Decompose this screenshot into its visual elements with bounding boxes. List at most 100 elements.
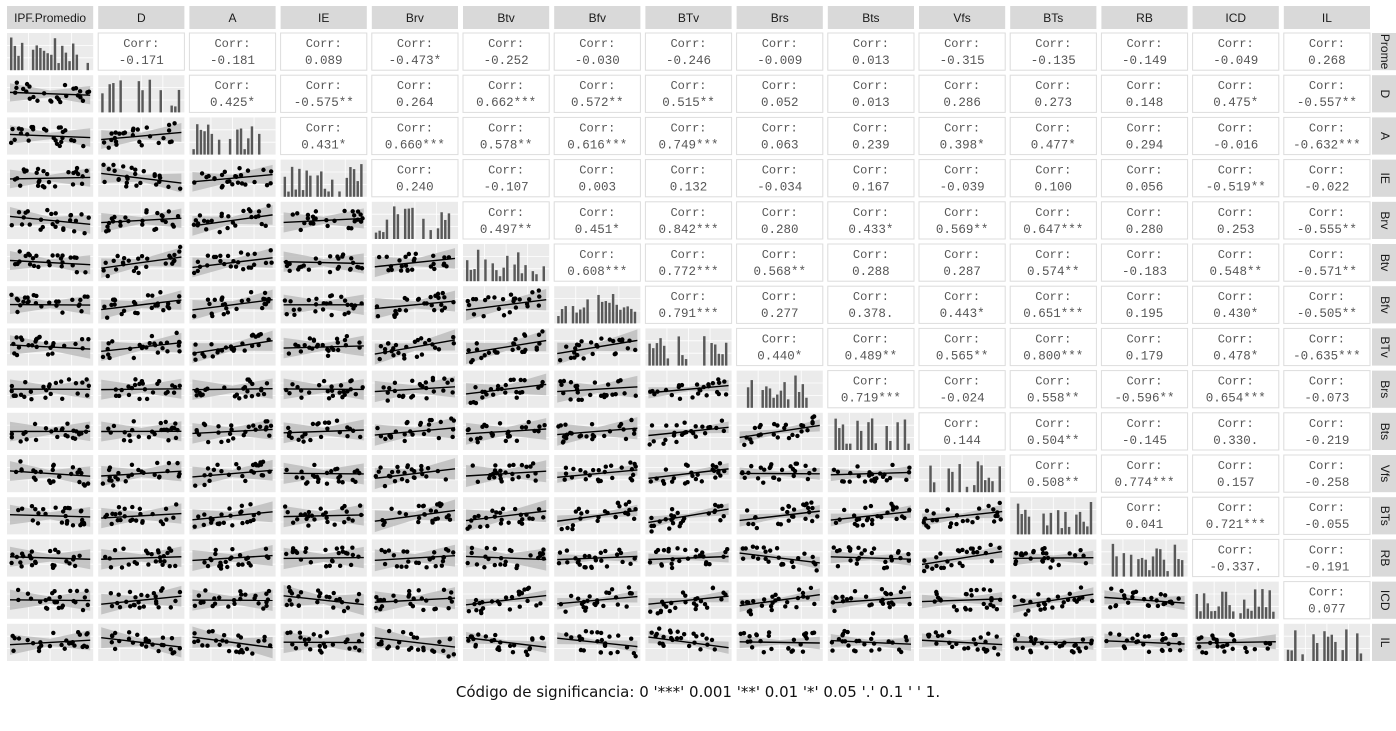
scatter-point	[58, 99, 63, 105]
scatter-point	[100, 354, 106, 360]
scatter-point	[528, 464, 533, 469]
histogram-bar	[440, 212, 443, 239]
histogram-bar	[1294, 630, 1297, 661]
scatter-point	[122, 430, 127, 435]
scatter-point	[492, 295, 497, 300]
scatter-point	[573, 509, 579, 514]
histogram-bar	[1253, 589, 1257, 619]
scatter-point	[484, 545, 489, 551]
scatter-point	[934, 563, 939, 569]
scatter-point	[282, 504, 288, 509]
scatter-point	[244, 646, 250, 652]
scatter-point	[165, 304, 170, 309]
scatter-point	[234, 649, 239, 654]
column-strip-Bts: Bts	[827, 6, 914, 29]
row-strip-label: Bfv	[1378, 296, 1392, 313]
scatter-point	[156, 475, 162, 480]
fit-line	[374, 637, 456, 648]
scatter-point	[305, 480, 310, 485]
scatter-point	[348, 562, 354, 568]
scatter-point	[522, 378, 527, 383]
scatter-point	[406, 251, 412, 257]
scatter-point	[293, 645, 299, 651]
corr-label: Corr:	[1309, 543, 1345, 557]
corr-value: -0.039	[940, 181, 985, 195]
scatter-point	[382, 346, 388, 352]
fit-line	[465, 299, 547, 311]
column-strip-label: ICD	[1225, 11, 1246, 25]
scatter-point	[143, 644, 149, 649]
scatter-point	[496, 306, 502, 312]
scatter-point	[525, 586, 530, 592]
histogram-bar	[652, 348, 655, 366]
scatter-point	[194, 427, 199, 433]
scatter-point	[133, 171, 138, 177]
scatter-point	[539, 551, 545, 556]
scatter-point	[302, 343, 307, 348]
scatter-point	[503, 595, 509, 600]
scatter-point	[615, 602, 621, 607]
scatter-point	[490, 392, 496, 397]
scatter-point	[335, 340, 341, 345]
row-strip-label: Vfs	[1378, 465, 1392, 482]
scatter-point	[430, 342, 435, 347]
scatter-point	[495, 646, 500, 652]
scatter-panel	[189, 244, 276, 282]
scatter-point	[848, 470, 853, 476]
scatter-point	[792, 468, 798, 474]
scatter-point	[169, 139, 174, 144]
scatter-point	[587, 553, 592, 559]
scatter-point	[624, 604, 629, 609]
histogram-bar	[659, 338, 662, 366]
scatter-point	[510, 477, 515, 482]
corr-panel: Corr:-0.246	[644, 32, 733, 71]
scatter-point	[423, 385, 429, 391]
scatter-point	[775, 435, 780, 440]
corr-value: 0.475*	[1213, 96, 1258, 110]
scatter-point	[527, 645, 533, 651]
scatter-point	[31, 94, 36, 100]
scatter-point	[598, 630, 604, 636]
histogram-bar	[951, 471, 954, 493]
scatter-point	[173, 435, 179, 441]
scatter-point	[847, 479, 852, 484]
scatter-point	[498, 521, 504, 526]
scatter-point	[973, 641, 978, 647]
scatter-point	[490, 471, 496, 477]
histogram-bar	[338, 191, 341, 197]
scatter-point	[388, 435, 394, 440]
scatter-point	[516, 592, 522, 597]
scatter-point	[750, 544, 756, 549]
histogram-bar	[258, 133, 261, 155]
scatter-point	[344, 333, 350, 339]
scatter-point	[1141, 596, 1147, 602]
corr-panel: Corr:0.440*	[736, 327, 824, 367]
scatter-point	[574, 387, 580, 392]
scatter-point	[10, 552, 15, 557]
corr-label: Corr:	[123, 37, 159, 51]
scatter-point	[710, 467, 715, 472]
corr-value: -0.049	[1213, 54, 1258, 68]
scatter-point	[32, 421, 38, 427]
scatter-point	[340, 549, 346, 554]
scatter-point	[306, 523, 311, 528]
scatter-point	[710, 585, 716, 591]
scatter-point	[740, 600, 745, 605]
scatter-point	[330, 642, 336, 647]
corr-value: 0.647***	[1023, 223, 1083, 237]
scatter-point	[124, 184, 129, 189]
scatter-point	[846, 643, 851, 648]
histogram-bar	[20, 42, 24, 71]
fit-line	[465, 383, 547, 395]
scatter-point	[85, 481, 91, 486]
scatter-point	[1116, 632, 1122, 637]
scatter-point	[678, 635, 684, 641]
scatter-point	[193, 218, 199, 223]
scatter-point	[404, 344, 409, 350]
corr-value: -0.246	[666, 54, 711, 68]
histogram-bar	[382, 232, 385, 239]
corr-panel: Corr:-0.022	[1283, 159, 1371, 198]
histogram-bar	[1195, 593, 1199, 619]
histogram-bar	[896, 422, 899, 450]
scatter-point	[471, 636, 476, 642]
